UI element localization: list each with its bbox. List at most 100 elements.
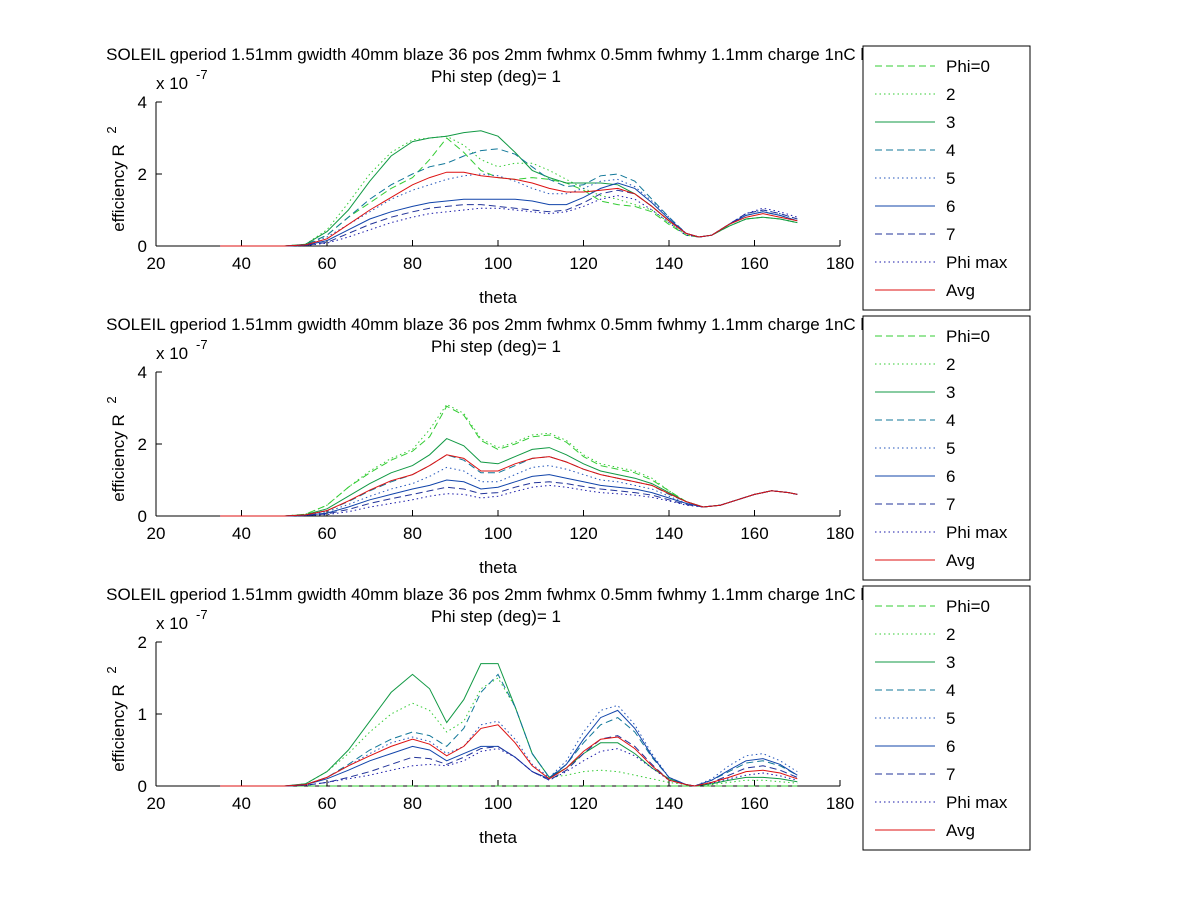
series-line	[220, 484, 798, 517]
x-tick-label: 100	[484, 524, 512, 543]
legend-entry: 2	[946, 85, 955, 104]
series-line	[220, 474, 798, 517]
y-tick-label: 4	[138, 363, 147, 382]
legend-box	[862, 585, 1031, 851]
y-axis-label-superscript: 2	[104, 666, 119, 673]
x-axis-label: theta	[479, 828, 517, 847]
series-line	[220, 173, 798, 247]
x-tick-label: 140	[655, 254, 683, 273]
chart-title: SOLEIL gperiod 1.51mm gwidth 40mm blaze …	[106, 45, 990, 64]
legend-entry: 7	[946, 765, 955, 784]
chart-title: SOLEIL gperiod 1.51mm gwidth 40mm blaze …	[106, 585, 990, 604]
x-tick-label: 20	[147, 524, 166, 543]
x-tick-label: 120	[569, 524, 597, 543]
series-line	[220, 148, 798, 247]
series-line	[220, 135, 798, 247]
legend-box	[862, 45, 1031, 311]
x-tick-label: 160	[740, 254, 768, 273]
series-line	[220, 454, 798, 517]
x-tick-label: 60	[318, 254, 337, 273]
y-axis-label: efficiency R	[109, 144, 128, 232]
x-tick-label: 140	[655, 794, 683, 813]
legend-entry: Phi max	[946, 793, 1008, 812]
y-tick-label: 2	[138, 633, 147, 652]
legend-entry: 7	[946, 225, 955, 244]
x-tick-label: 80	[403, 794, 422, 813]
y-exponent-label: x 10	[156, 74, 188, 93]
x-tick-label: 160	[740, 794, 768, 813]
series-line	[220, 189, 798, 247]
y-axis-label: efficiency R	[109, 684, 128, 772]
x-tick-label: 180	[826, 524, 854, 543]
legend-entry: 4	[946, 681, 955, 700]
legend-entry: Phi max	[946, 523, 1008, 542]
y-tick-label: 0	[138, 777, 147, 796]
x-tick-label: 100	[484, 254, 512, 273]
x-tick-label: 60	[318, 524, 337, 543]
series-line	[220, 405, 798, 517]
x-tick-label: 20	[147, 794, 166, 813]
x-tick-label: 80	[403, 254, 422, 273]
series-line	[220, 481, 798, 517]
chart-subtitle: Phi step (deg)= 1	[431, 337, 561, 356]
chart-title: SOLEIL gperiod 1.51mm gwidth 40mm blaze …	[106, 315, 990, 334]
y-axis-label-superscript: 2	[104, 396, 119, 403]
series-line	[220, 137, 798, 247]
x-tick-label: 140	[655, 524, 683, 543]
legend-entry: 5	[946, 439, 955, 458]
legend-entry: 7	[946, 495, 955, 514]
x-tick-label: 40	[232, 254, 251, 273]
y-axis-label-superscript: 2	[104, 126, 119, 133]
x-tick-label: 100	[484, 794, 512, 813]
legend-entry: Phi max	[946, 253, 1008, 272]
x-axis-label: theta	[479, 288, 517, 307]
x-tick-label: 180	[826, 254, 854, 273]
series-line	[220, 403, 798, 517]
series-line	[220, 704, 798, 787]
legend-entry: 6	[946, 197, 955, 216]
legend-entry: Phi=0	[946, 57, 990, 76]
series-line	[220, 195, 798, 247]
legend-box	[862, 315, 1031, 581]
legend-entry: Avg	[946, 821, 975, 840]
legend-entry: 4	[946, 141, 955, 160]
x-tick-label: 40	[232, 524, 251, 543]
x-tick-label: 180	[826, 794, 854, 813]
x-axis-label: theta	[479, 558, 517, 577]
series-line	[220, 724, 798, 787]
x-tick-label: 160	[740, 524, 768, 543]
y-tick-label: 0	[138, 237, 147, 256]
y-tick-label: 0	[138, 507, 147, 526]
legend-entry: 6	[946, 467, 955, 486]
x-tick-label: 60	[318, 794, 337, 813]
legend-entry: Phi=0	[946, 327, 990, 346]
legend-entry: Avg	[946, 281, 975, 300]
legend-entry: Avg	[946, 551, 975, 570]
y-exponent-superscript: -7	[196, 607, 208, 622]
series-line	[220, 171, 798, 247]
x-tick-label: 40	[232, 794, 251, 813]
y-exponent-label: x 10	[156, 344, 188, 363]
legend-entry: 2	[946, 625, 955, 644]
y-tick-label: 1	[138, 705, 147, 724]
subplot-2: SOLEIL gperiod 1.51mm gwidth 40mm blaze …	[104, 315, 1031, 581]
y-tick-label: 2	[138, 435, 147, 454]
series-line	[220, 465, 798, 517]
y-tick-label: 2	[138, 165, 147, 184]
subplot-3: SOLEIL gperiod 1.51mm gwidth 40mm blaze …	[104, 585, 1031, 851]
series-line	[220, 709, 798, 787]
legend-entry: 3	[946, 653, 955, 672]
legend-entry: 4	[946, 411, 955, 430]
series-line	[220, 130, 798, 247]
x-tick-label: 80	[403, 524, 422, 543]
series-line	[220, 182, 798, 247]
legend: Phi=0 2 3 4 5 6 7 Phi max Avg	[862, 45, 1031, 311]
series-line	[220, 454, 798, 517]
y-exponent-superscript: -7	[196, 67, 208, 82]
legend-entry: 3	[946, 113, 955, 132]
legend-entry: 5	[946, 169, 955, 188]
y-axis-label: efficiency R	[109, 414, 128, 502]
chart-subtitle: Phi step (deg)= 1	[431, 607, 561, 626]
legend-entry: 3	[946, 383, 955, 402]
